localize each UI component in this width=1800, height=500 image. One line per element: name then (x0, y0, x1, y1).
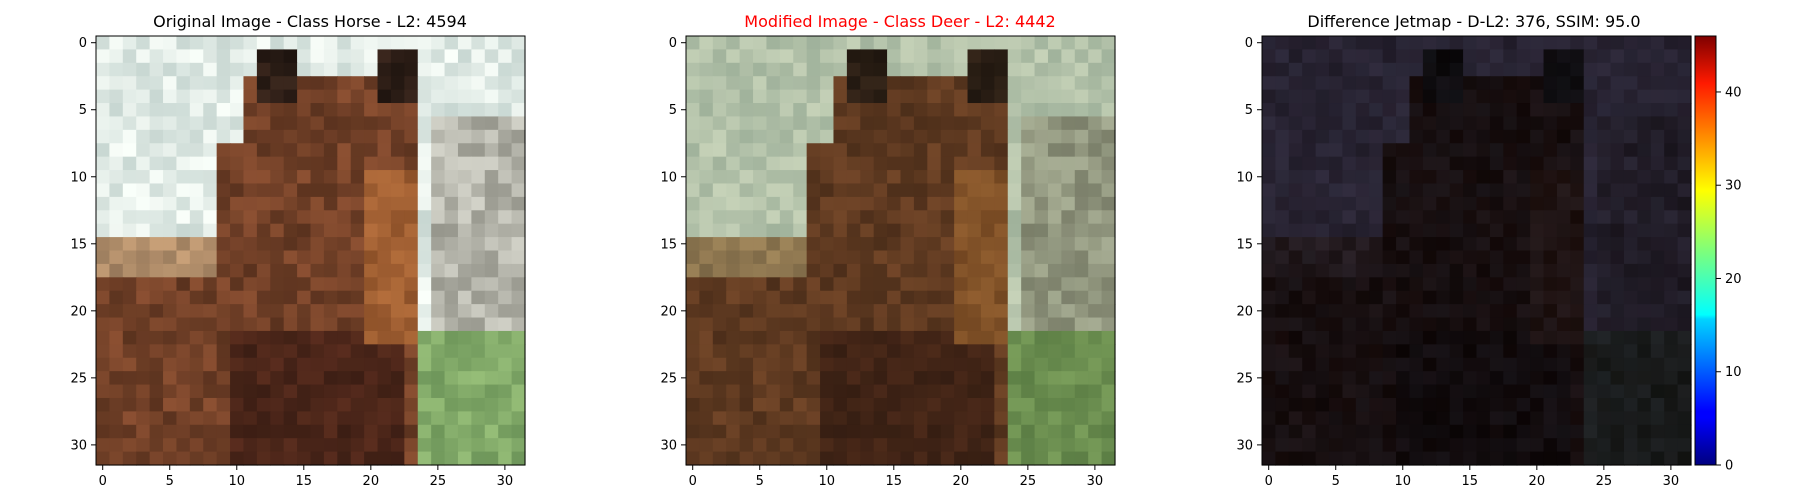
y-tick-label: 0 (669, 36, 677, 51)
panel-original: Original Image - Class Horse - L2: 4594 … (70, 12, 526, 489)
axis-ticks-modified: 0 5 10 15 20 25 30 0 5 10 15 20 25 30 (660, 36, 1103, 489)
y-tick-label: 30 (70, 438, 87, 453)
y-tick-label: 10 (70, 170, 87, 185)
x-tick-label: 25 (1596, 474, 1613, 489)
colorbar-tick-label: 0 (1725, 459, 1733, 474)
original-image (96, 36, 526, 466)
x-tick-label: 15 (296, 474, 313, 489)
y-tick-label: 0 (79, 36, 87, 51)
y-tick-label: 30 (660, 438, 677, 453)
colorbar-gradient (1694, 35, 1717, 466)
y-tick-label: 20 (1236, 304, 1253, 319)
x-tick-label: 25 (430, 474, 447, 489)
y-tick-label: 15 (660, 237, 677, 252)
y-tick-label: 5 (1245, 103, 1253, 118)
x-tick-label: 20 (953, 474, 970, 489)
colorbar-tick-label: 40 (1725, 85, 1742, 100)
x-tick-label: 30 (1663, 474, 1680, 489)
y-tick-label: 15 (1236, 237, 1253, 252)
y-tick-label: 15 (70, 237, 87, 252)
y-tick-label: 10 (660, 170, 677, 185)
x-tick-label: 20 (1529, 474, 1546, 489)
y-tick-label: 20 (70, 304, 87, 319)
modified-image (686, 36, 1116, 466)
panel-title-modified: Modified Image - Class Deer - L2: 4442 (744, 12, 1055, 31)
y-tick-label: 30 (1236, 438, 1253, 453)
panel-title-difference: Difference Jetmap - D-L2: 376, SSIM: 95.… (1307, 12, 1640, 31)
y-tick-label: 0 (1245, 36, 1253, 51)
y-tick-label: 25 (1236, 371, 1253, 386)
axis-ticks-difference: 0 5 10 15 20 25 30 0 5 10 15 20 25 30 (1236, 36, 1679, 489)
x-tick-label: 30 (497, 474, 514, 489)
axis-ticks-original: 0 5 10 15 20 25 30 0 5 10 15 20 25 30 (70, 36, 513, 489)
colorbar: 0 10 20 30 40 (1694, 35, 1742, 474)
y-tick-label: 25 (660, 371, 677, 386)
x-tick-label: 10 (1394, 474, 1411, 489)
x-tick-label: 15 (886, 474, 903, 489)
x-tick-label: 0 (1265, 474, 1273, 489)
x-tick-label: 5 (1332, 474, 1340, 489)
difference-jetmap (1262, 36, 1692, 466)
y-tick-label: 5 (79, 103, 87, 118)
y-tick-label: 25 (70, 371, 87, 386)
colorbar-tick-label: 30 (1725, 179, 1742, 194)
x-tick-label: 25 (1020, 474, 1037, 489)
y-tick-label: 5 (669, 103, 677, 118)
panel-difference: Difference Jetmap - D-L2: 376, SSIM: 95.… (1236, 12, 1692, 489)
y-tick-label: 10 (1236, 170, 1253, 185)
x-tick-label: 15 (1462, 474, 1479, 489)
axes-frame-original (95, 35, 526, 466)
y-tick-label: 20 (660, 304, 677, 319)
axes-frame-modified (685, 35, 1116, 466)
x-tick-label: 0 (99, 474, 107, 489)
x-tick-label: 10 (818, 474, 835, 489)
panel-title-original: Original Image - Class Horse - L2: 4594 (153, 12, 467, 31)
x-tick-label: 5 (756, 474, 764, 489)
x-tick-label: 10 (228, 474, 245, 489)
x-tick-label: 0 (689, 474, 697, 489)
x-tick-label: 20 (363, 474, 380, 489)
x-tick-label: 30 (1087, 474, 1104, 489)
colorbar-tick-label: 20 (1725, 272, 1742, 287)
colorbar-tick-label: 10 (1725, 365, 1742, 380)
colorbar-ticks: 0 10 20 30 40 (1716, 85, 1742, 474)
axes-frame-difference (1261, 35, 1692, 466)
panel-modified: Modified Image - Class Deer - L2: 4442 0… (660, 12, 1116, 489)
x-tick-label: 5 (166, 474, 174, 489)
